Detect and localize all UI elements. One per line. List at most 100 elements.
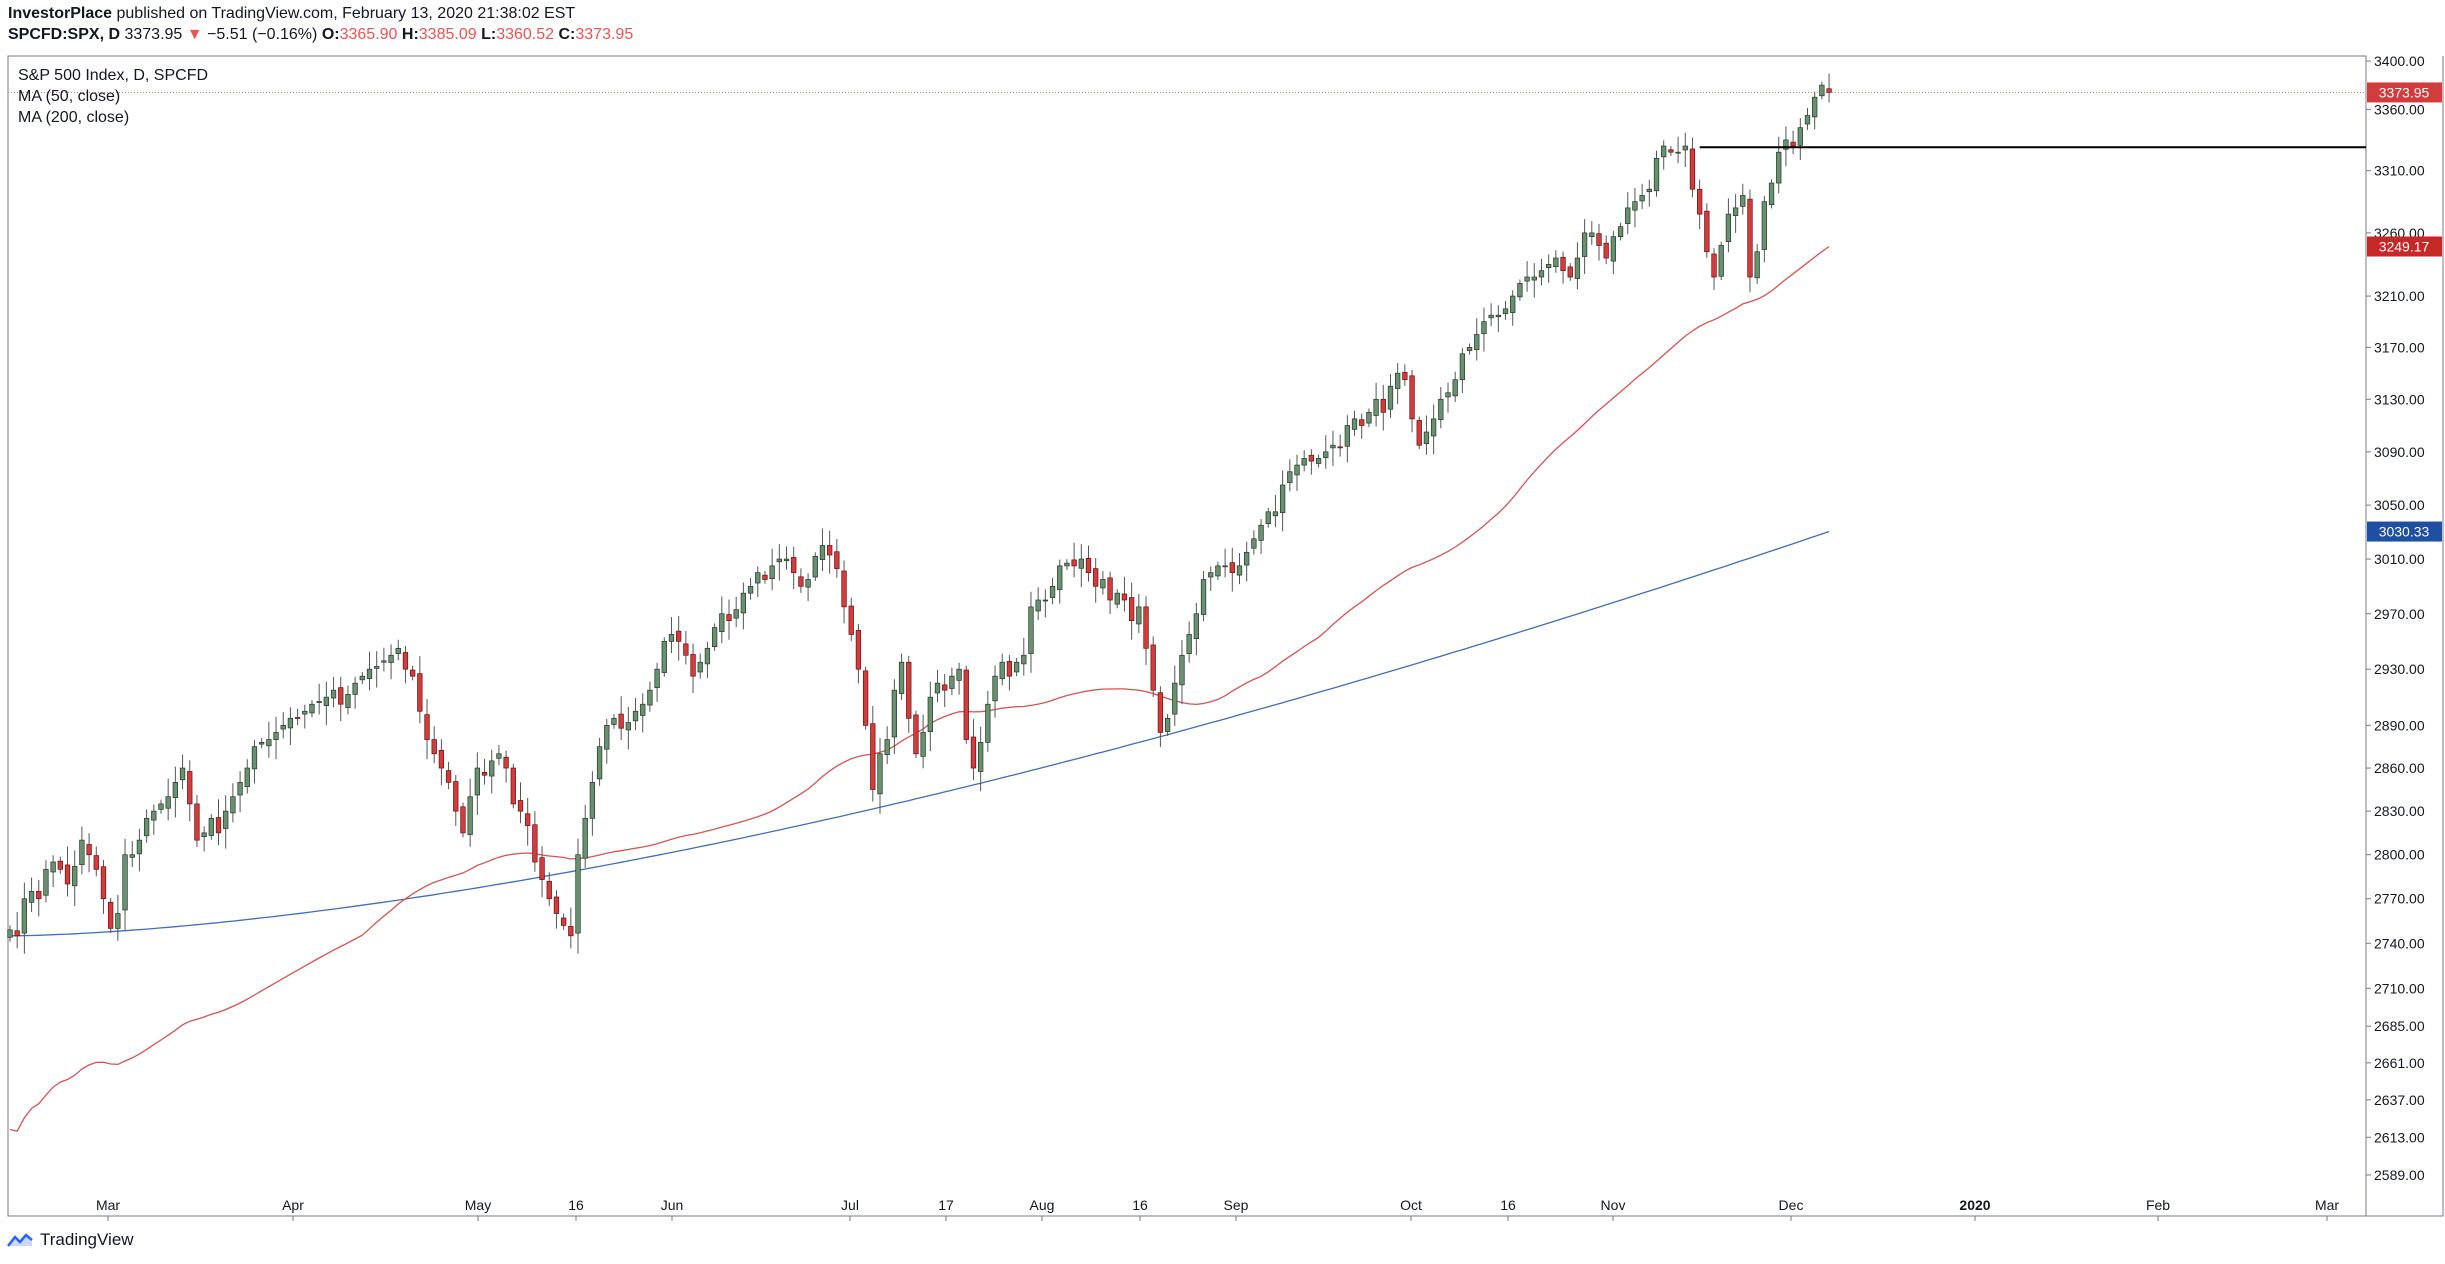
candle-body[interactable] [43, 868, 49, 896]
candle-body[interactable] [402, 652, 409, 670]
candle-body[interactable] [1186, 634, 1192, 654]
candle-body[interactable] [1301, 458, 1307, 466]
candle-body[interactable] [28, 891, 35, 903]
candle-body[interactable] [1488, 314, 1494, 319]
candle-body[interactable] [819, 545, 826, 560]
candle-body[interactable] [1452, 379, 1458, 397]
candle-body[interactable] [266, 739, 272, 747]
candle-body[interactable] [187, 771, 193, 805]
candle-body[interactable] [877, 753, 883, 795]
candle-body[interactable] [510, 767, 516, 805]
candle-body[interactable] [1236, 565, 1243, 576]
candle-body[interactable] [460, 806, 466, 834]
candle-body[interactable] [1768, 182, 1775, 206]
candle-body[interactable] [1797, 127, 1803, 146]
candle-body[interactable] [560, 917, 567, 926]
candle-body[interactable] [1351, 418, 1358, 430]
candle-body[interactable] [1632, 201, 1638, 211]
candle-body[interactable] [783, 558, 790, 562]
candle-body[interactable] [1035, 599, 1041, 612]
candle-body[interactable] [1696, 188, 1703, 215]
candle-body[interactable] [1689, 148, 1696, 190]
candle-body[interactable] [927, 696, 933, 732]
candle-body[interactable] [647, 689, 653, 706]
candle-body[interactable] [539, 857, 545, 880]
candle-body[interactable] [323, 696, 330, 706]
candle-body[interactable] [992, 675, 998, 702]
candle-body[interactable] [553, 896, 560, 914]
candle-body[interactable] [359, 675, 365, 681]
candle-body[interactable] [1366, 411, 1372, 424]
candle-body[interactable] [409, 669, 416, 677]
candle-body[interactable] [618, 713, 624, 729]
candle-body[interactable] [79, 839, 85, 866]
candle-body[interactable] [812, 555, 818, 578]
candle-body[interactable] [1164, 717, 1171, 732]
candle-body[interactable] [151, 810, 157, 821]
candle-body[interactable] [72, 866, 78, 887]
candle-body[interactable] [1553, 257, 1559, 267]
candle-body[interactable] [841, 570, 847, 608]
candle-body[interactable] [345, 694, 351, 708]
candle-body[interactable] [827, 545, 833, 556]
candle-body[interactable] [1409, 375, 1415, 420]
candle-body[interactable] [1042, 599, 1049, 602]
candle-body[interactable] [230, 796, 236, 814]
candle-body[interactable] [1474, 334, 1480, 351]
candle-body[interactable] [438, 750, 445, 769]
candle-body[interactable] [1790, 141, 1796, 147]
candle-body[interactable] [424, 714, 430, 740]
candle-body[interactable] [1510, 295, 1516, 314]
candle-body[interactable] [1071, 559, 1077, 567]
candle-body[interactable] [1761, 201, 1768, 250]
candle-body[interactable] [57, 860, 63, 870]
candle-body[interactable] [503, 756, 509, 769]
candle-body[interactable] [215, 817, 222, 834]
candle-body[interactable] [1747, 198, 1753, 278]
candle-body[interactable] [848, 605, 854, 635]
candle-body[interactable] [596, 746, 603, 780]
candle-body[interactable] [1574, 257, 1581, 279]
candle-body[interactable] [1222, 565, 1228, 568]
candle-body[interactable] [1560, 256, 1566, 272]
candle-body[interactable] [1682, 145, 1688, 151]
candle-body[interactable] [1517, 283, 1523, 298]
candle-body[interactable] [1819, 84, 1825, 97]
candle-body[interactable] [719, 613, 725, 633]
candle-body[interactable] [244, 767, 250, 788]
time-axis[interactable]: Mar Apr May 16 Jun Jul 17 Aug 16 Sep Oct 16 Nov Dec 20… [8, 1197, 2366, 1221]
candle-body[interactable] [762, 574, 768, 580]
candle-body[interactable] [611, 717, 617, 725]
candle-body[interactable] [14, 930, 20, 937]
candle-body[interactable] [1057, 565, 1063, 590]
candle-body[interactable] [453, 781, 459, 812]
candle-body[interactable] [395, 647, 401, 654]
candle-body[interactable] [237, 782, 243, 796]
candle-body[interactable] [769, 565, 775, 580]
candle-body[interactable] [474, 767, 480, 796]
candle-body[interactable] [977, 742, 984, 772]
candle-body[interactable] [417, 673, 423, 712]
candle-body[interactable] [1567, 266, 1573, 278]
candle-body[interactable] [1603, 242, 1609, 259]
candle-body[interactable] [1085, 557, 1092, 574]
candle-body[interactable] [906, 661, 912, 719]
candle-body[interactable] [884, 739, 890, 755]
candle-body[interactable] [431, 739, 437, 755]
candle-body[interactable] [546, 881, 552, 900]
candle-body[interactable] [1495, 314, 1501, 318]
candle-body[interactable] [309, 703, 315, 714]
candle-body[interactable] [949, 675, 955, 689]
candle-body[interactable] [489, 760, 495, 777]
candle-body[interactable] [330, 689, 337, 699]
candle-body[interactable] [338, 687, 344, 705]
candle-body[interactable] [704, 647, 711, 665]
candle-body[interactable] [1272, 511, 1279, 517]
candle-body[interactable] [172, 782, 179, 798]
candle-body[interactable] [1265, 511, 1271, 524]
candle-body[interactable] [108, 901, 114, 929]
candle-body[interactable] [1675, 151, 1681, 154]
candle-body[interactable] [697, 661, 703, 673]
candle-body[interactable] [1179, 654, 1185, 686]
candle-body[interactable] [496, 753, 502, 759]
